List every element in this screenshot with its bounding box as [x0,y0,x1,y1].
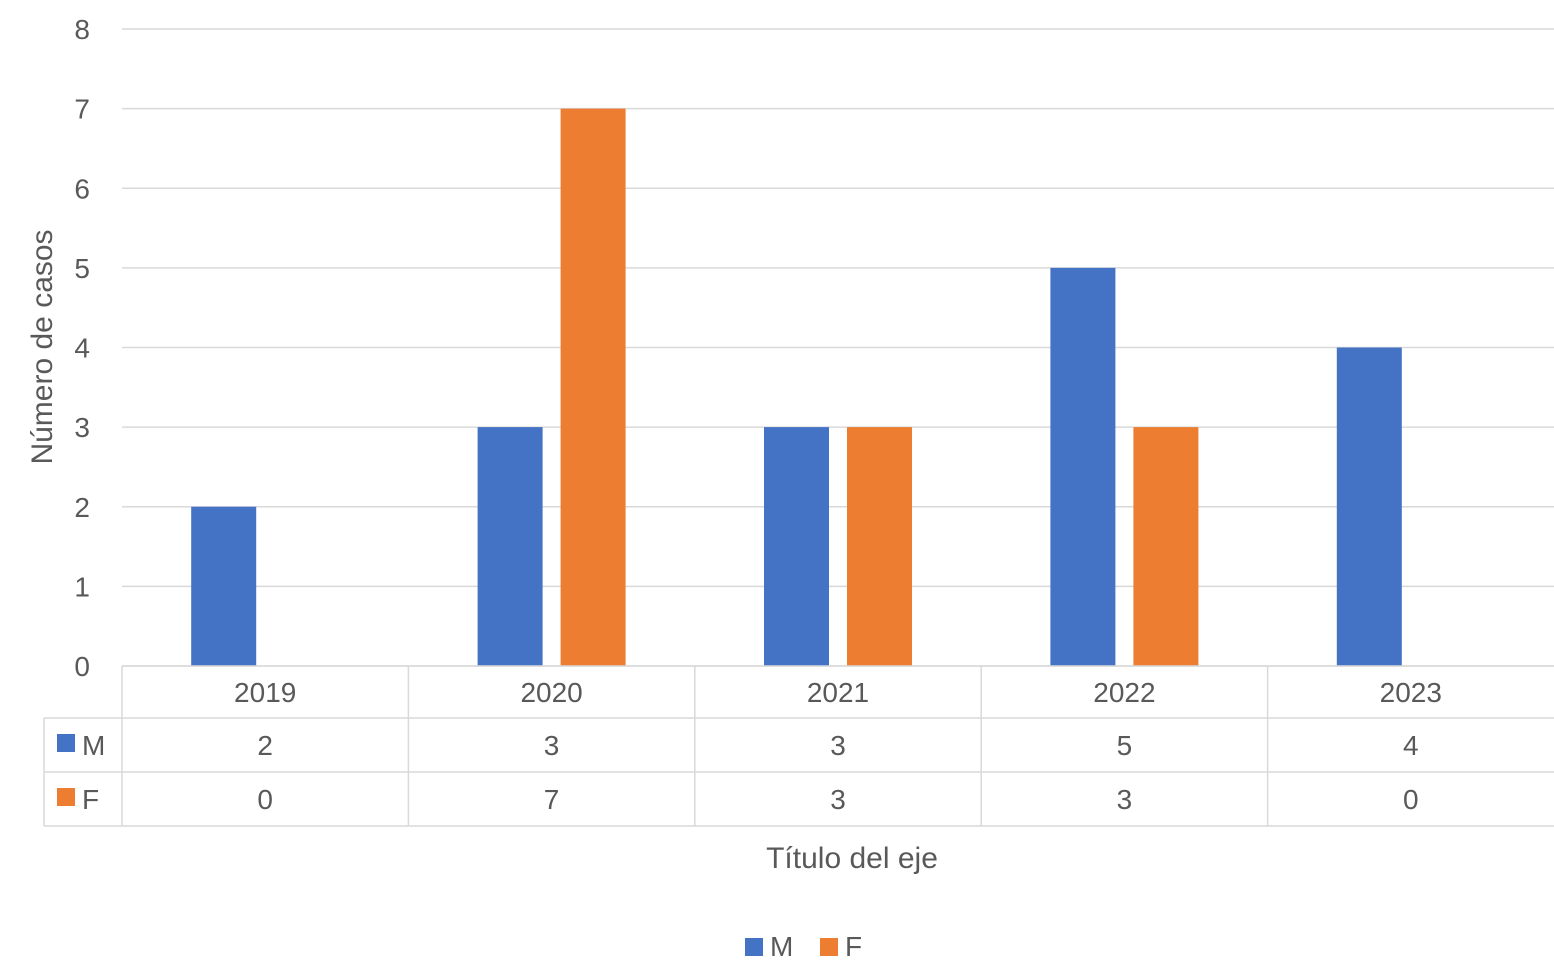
legend-key-M [745,938,763,956]
bar-M-2019 [191,506,257,666]
x-tick-label: 2020 [520,677,582,708]
y-tick-label: 2 [74,492,90,523]
y-tick-label: 1 [74,571,90,602]
table-cell-value: 3 [830,784,846,815]
y-tick-label: 8 [74,14,90,45]
table-legend-key-M [57,734,75,752]
y-tick-label: 4 [74,333,90,364]
table-series-label: M [82,730,105,761]
y-axis-title: Número de casos [26,229,59,464]
table-legend-key-F [57,788,75,806]
table-cell-value: 2 [257,730,273,761]
y-tick-label: 0 [74,651,90,682]
legend-label: M [770,931,793,962]
bar-M-2021 [764,427,829,666]
x-tick-label: 2023 [1380,677,1442,708]
bar-M-2022 [1050,267,1116,666]
bar-F-2021 [847,427,912,666]
x-tick-label: 2021 [807,677,869,708]
bar-F-2020 [560,108,626,666]
y-tick-label: 5 [74,253,90,284]
x-axis-title: Título del eje [766,842,938,875]
data-table: 2019 2020 2021 2022 2023 M 2 3 3 5 4 F 0 7 3 3 0 [43,665,1554,827]
table-series-label: F [82,784,99,815]
y-tick-label: 7 [74,94,90,125]
y-tick-labels: 0 1 2 3 4 5 6 7 8 [74,14,90,682]
table-cell-value: 3 [544,730,560,761]
x-tick-label: 2022 [1093,677,1155,708]
table-cell-value: 0 [1403,784,1419,815]
bar-M-2020 [477,427,543,666]
legend-key-F [820,938,838,956]
table-cell-value: 3 [830,730,846,761]
gridlines [122,28,1554,667]
y-tick-label: 6 [74,173,90,204]
y-tick-label: 3 [74,412,90,443]
bars [191,108,1402,666]
table-cell-value: 7 [544,784,560,815]
table-cell-value: 3 [1117,784,1133,815]
bar-F-2022 [1133,427,1199,666]
x-tick-label: 2019 [234,677,296,708]
table-cell-value: 5 [1117,730,1133,761]
table-cell-value: 4 [1403,730,1419,761]
table-cell-value: 0 [257,784,273,815]
bar-M-2023 [1336,347,1402,666]
legend-label: F [845,931,862,962]
